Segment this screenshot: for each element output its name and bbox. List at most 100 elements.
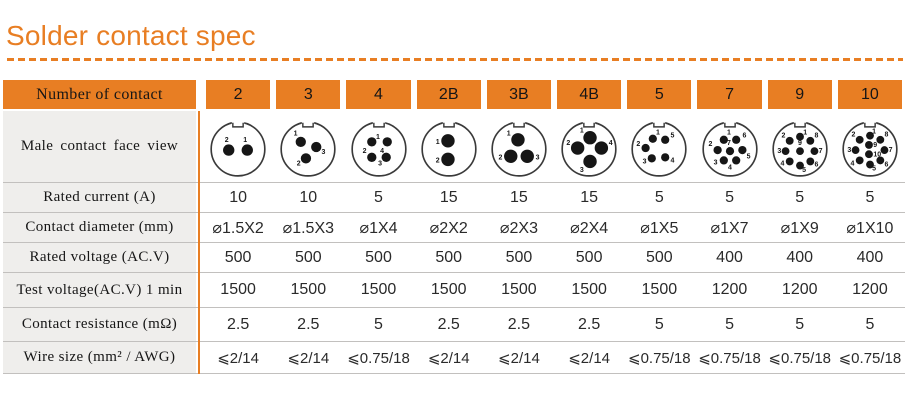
svg-text:1: 1 — [243, 136, 247, 143]
rated-voltage-value-2B: 500 — [435, 248, 463, 266]
connector-face-4B-svg: 1 2 3 4 — [561, 118, 617, 177]
rated-voltage-value-2: 500 — [224, 248, 252, 266]
svg-text:2: 2 — [435, 157, 439, 164]
svg-text:7: 7 — [727, 139, 731, 146]
rated-voltage-label: Rated voltage (AC.V) — [3, 243, 196, 272]
rated-current-value-4: 5 — [374, 188, 383, 206]
contact-resistance-value-2: 2.5 — [226, 315, 250, 333]
contact-resistance-value-4: 5 — [374, 315, 383, 333]
wire-size-label: Wire size (mm² / AWG) — [3, 342, 196, 373]
wire-size-value-4: ⩽0.75/18 — [347, 349, 410, 367]
test-voltage-value-5: 1500 — [641, 281, 678, 298]
svg-text:6: 6 — [884, 161, 888, 168]
test-voltage-value-4B: 1500 — [571, 281, 607, 298]
test-voltage-value-3B: 1500 — [501, 281, 537, 298]
contact-diameter-value-3B: ⌀2X3 — [499, 219, 538, 237]
face-row-label: Male contact face view — [3, 111, 196, 182]
page-title: Solder contact spec — [6, 20, 256, 51]
face-view-3: 1 2 3 — [273, 111, 343, 182]
svg-text:6: 6 — [814, 161, 818, 168]
wire-size-value-5: ⩽0.75/18 — [628, 349, 691, 367]
contact-resistance-row: Contact resistance (mΩ) 2.5 2.5 5 2.5 2.5 2.5 5… — [3, 308, 905, 342]
svg-text:7: 7 — [889, 147, 893, 154]
contact-count-header-2B: 2B — [416, 80, 481, 109]
wire-size-values: ⩽2/14 ⩽2/14 ⩽0.75/18 ⩽2/14 ⩽2/14 ⩽2/14 ⩽0.75/1… — [203, 342, 905, 373]
test-voltage-value-4: 1500 — [360, 281, 397, 298]
svg-text:4: 4 — [780, 160, 784, 167]
svg-text:3: 3 — [643, 158, 647, 165]
contact-resistance-label: Contact resistance (mΩ) — [3, 308, 196, 341]
svg-text:4: 4 — [728, 164, 732, 171]
rated-voltage-value-4: 500 — [365, 248, 392, 266]
svg-text:3: 3 — [777, 148, 781, 155]
contact-count-header-5: 5 — [627, 80, 692, 109]
test-voltage-value-3: 1500 — [290, 281, 327, 298]
svg-text:2: 2 — [637, 140, 641, 147]
wire-size-value-2: ⩽2/14 — [217, 349, 259, 367]
wire-size-value-3B: ⩽2/14 — [498, 349, 540, 367]
svg-text:1: 1 — [580, 127, 584, 134]
rated-voltage-value-4B: 500 — [575, 248, 603, 266]
contact-count-header-4B: 4B — [557, 80, 622, 109]
rated-current-values: 10 10 5 15 15 15 5 5 5 5 — [203, 183, 905, 212]
face-view-10: 1 2 3 4 5 6 7 8 9 10 — [835, 111, 905, 182]
connector-face-7-svg: 1 2 3 4 5 6 7 — [701, 118, 758, 177]
face-view-7: 1 2 3 4 5 6 7 — [694, 111, 764, 182]
contact-resistance-value-9: 5 — [795, 315, 805, 333]
test-voltage-value-9: 1200 — [781, 281, 818, 298]
contact-diameter-values: ⌀1.5X2 ⌀1.5X3 ⌀1X4 ⌀2X2 ⌀2X3 ⌀2X4 ⌀1X5 ⌀1X7 ⌀1X9… — [203, 213, 905, 242]
contact-diameter-label: Contact diameter (mm) — [3, 213, 196, 242]
connector-face-3B-svg: 1 2 3 — [491, 118, 547, 177]
svg-text:3: 3 — [847, 147, 851, 154]
test-voltage-row: Test voltage(AC.V) 1 min 1500 1500 1500 1500… — [3, 273, 905, 308]
contact-count-header-9: 9 — [767, 80, 832, 109]
svg-text:2: 2 — [781, 132, 785, 139]
rated-voltage-value-3B: 500 — [505, 248, 533, 266]
contact-count-header-4: 4 — [346, 80, 411, 109]
svg-text:4: 4 — [380, 148, 384, 155]
svg-text:7: 7 — [818, 148, 822, 155]
svg-text:6: 6 — [742, 132, 746, 139]
face-view-4: 1 2 3 4 — [343, 111, 413, 182]
contact-diameter-value-9: ⌀1X9 — [780, 219, 819, 237]
rated-current-value-3B: 15 — [510, 188, 528, 206]
svg-text:2: 2 — [708, 140, 712, 147]
svg-text:9: 9 — [873, 142, 877, 149]
face-view-3B: 1 2 3 — [484, 111, 554, 182]
svg-text:2: 2 — [567, 139, 571, 146]
svg-text:9: 9 — [798, 139, 802, 146]
test-voltage-value-2: 1500 — [220, 281, 256, 298]
contact-count-header-3B: 3B — [486, 80, 552, 109]
svg-text:2: 2 — [297, 160, 301, 167]
svg-text:2: 2 — [498, 154, 502, 161]
svg-text:5: 5 — [671, 132, 675, 139]
connector-face-5-svg: 1 2 3 4 5 — [631, 118, 687, 177]
contact-count-header-7: 7 — [697, 80, 762, 109]
rated-voltage-value-7: 400 — [716, 248, 743, 266]
svg-text:3: 3 — [536, 154, 540, 161]
contact-diameter-value-4: ⌀1X4 — [359, 219, 398, 237]
contact-diameter-row: Contact diameter (mm) ⌀1.5X2 ⌀1.5X3 ⌀1X4 ⌀2X… — [3, 213, 905, 243]
connector-face-9-svg: 1 2 3 4 5 67 8 9 — [772, 118, 828, 177]
header-row: Number of contact 2 3 4 2B 3B 4B 5 7 9 10 — [3, 80, 905, 109]
contact-count-header-10: 10 — [837, 80, 903, 109]
test-voltage-value-10: 1200 — [852, 281, 888, 298]
contact-diameter-value-2: ⌀1.5X2 — [212, 219, 264, 237]
dashed-divider — [7, 58, 903, 61]
svg-text:10: 10 — [873, 151, 881, 158]
svg-text:4: 4 — [671, 157, 675, 164]
contact-resistance-value-7: 5 — [725, 315, 734, 333]
svg-text:2: 2 — [225, 136, 229, 143]
rated-voltage-value-3: 500 — [294, 248, 322, 266]
rated-current-value-2B: 15 — [439, 188, 458, 206]
svg-text:4: 4 — [609, 139, 613, 146]
test-voltage-values: 1500 1500 1500 1500 1500 1500 1500 1200 1200 1200 — [203, 273, 905, 307]
contact-resistance-value-5: 5 — [654, 315, 664, 333]
connector-face-2B-svg: 12 — [421, 118, 477, 177]
rated-current-value-9: 5 — [795, 188, 805, 206]
